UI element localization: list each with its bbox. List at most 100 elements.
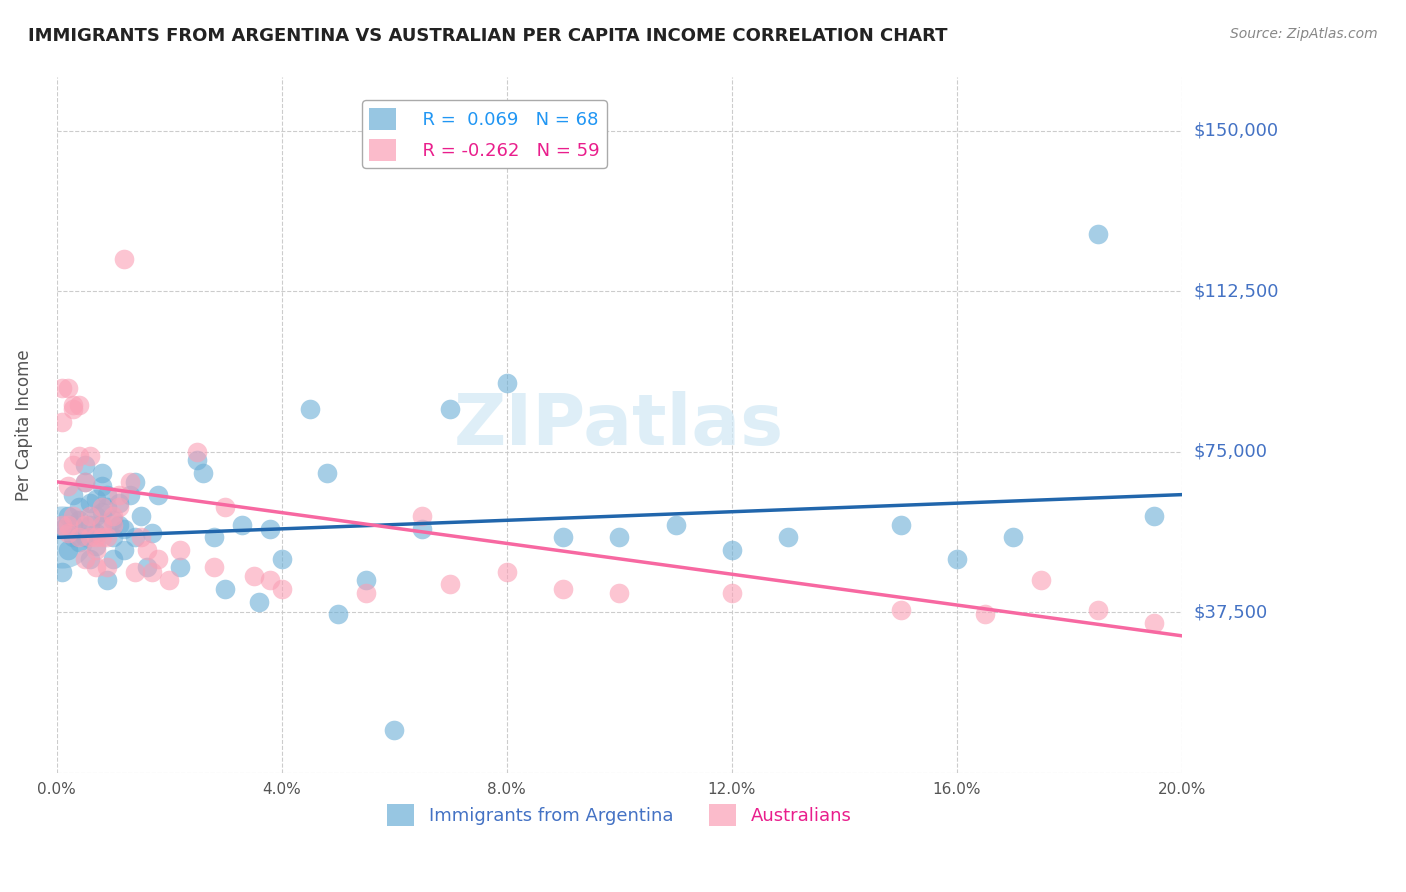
Point (259, 522, 281, 536)
Point (62, 458, 84, 472)
Point (890, 517, 912, 532)
Point (112, 522, 135, 536)
Point (169, 543, 191, 558)
Point (84, 508, 107, 523)
Point (191, 467, 214, 481)
Point (141, 526, 163, 541)
Point (90, 505, 112, 519)
Point (67, 500, 90, 515)
Point (90, 500, 112, 515)
Legend: Immigrants from Argentina, Australians: Immigrants from Argentina, Australians (380, 797, 859, 833)
Point (135, 543, 157, 558)
Point (101, 508, 124, 523)
Point (298, 402, 321, 417)
Point (411, 522, 433, 536)
Text: $150,000: $150,000 (1194, 122, 1278, 140)
Point (62, 530, 84, 544)
Point (247, 594, 270, 608)
Point (354, 573, 377, 587)
Point (56, 526, 79, 541)
Point (146, 488, 169, 502)
Point (84, 539, 107, 553)
Point (214, 582, 236, 596)
Point (101, 513, 124, 527)
Point (90, 530, 112, 544)
Text: ZIPatlas: ZIPatlas (454, 391, 785, 459)
Point (79, 530, 101, 544)
Point (90, 467, 112, 481)
Point (135, 560, 157, 574)
Point (73, 458, 96, 472)
Point (96, 488, 118, 502)
Point (129, 508, 152, 523)
Point (96, 560, 118, 574)
Point (118, 475, 141, 489)
Point (118, 488, 141, 502)
Point (411, 508, 433, 523)
Point (259, 573, 281, 587)
Point (439, 577, 461, 591)
Point (1143, 615, 1166, 630)
Point (51, 381, 73, 395)
Point (1031, 573, 1053, 587)
Point (107, 517, 129, 532)
Point (101, 530, 124, 544)
Point (720, 543, 742, 558)
Point (73, 475, 96, 489)
Point (56, 479, 79, 493)
Point (96, 573, 118, 587)
Point (202, 530, 225, 544)
Point (495, 565, 517, 579)
Point (107, 488, 129, 502)
Point (124, 475, 146, 489)
Point (551, 582, 574, 596)
Point (79, 517, 101, 532)
Point (107, 500, 129, 515)
Point (124, 530, 146, 544)
Point (664, 517, 686, 532)
Point (51, 517, 73, 532)
Point (315, 467, 337, 481)
Point (67, 534, 90, 549)
Point (79, 508, 101, 523)
Point (51, 565, 73, 579)
Text: Source: ZipAtlas.com: Source: ZipAtlas.com (1230, 27, 1378, 41)
Point (129, 530, 152, 544)
Point (607, 586, 630, 600)
Point (67, 398, 90, 412)
Point (79, 449, 101, 463)
Point (51, 530, 73, 544)
Point (84, 526, 107, 541)
Point (974, 607, 997, 622)
Text: IMMIGRANTS FROM ARGENTINA VS AUSTRALIAN PER CAPITA INCOME CORRELATION CHART: IMMIGRANTS FROM ARGENTINA VS AUSTRALIAN … (28, 27, 948, 45)
Point (146, 551, 169, 566)
Point (84, 543, 107, 558)
Point (73, 551, 96, 566)
Point (73, 517, 96, 532)
Point (96, 500, 118, 515)
Point (169, 560, 191, 574)
Point (62, 398, 84, 412)
Point (270, 582, 292, 596)
Point (186, 453, 208, 467)
Point (326, 607, 349, 622)
Text: $75,000: $75,000 (1194, 442, 1267, 461)
Point (101, 551, 124, 566)
Point (56, 543, 79, 558)
Point (67, 530, 90, 544)
Point (67, 513, 90, 527)
Point (84, 560, 107, 574)
Point (776, 530, 799, 544)
Point (112, 543, 135, 558)
Point (73, 530, 96, 544)
Point (354, 586, 377, 600)
Point (51, 522, 73, 536)
Point (720, 586, 742, 600)
Point (90, 517, 112, 532)
Point (141, 565, 163, 579)
Point (439, 402, 461, 417)
Point (1143, 508, 1166, 523)
Point (551, 530, 574, 544)
Point (62, 402, 84, 417)
Point (270, 551, 292, 566)
